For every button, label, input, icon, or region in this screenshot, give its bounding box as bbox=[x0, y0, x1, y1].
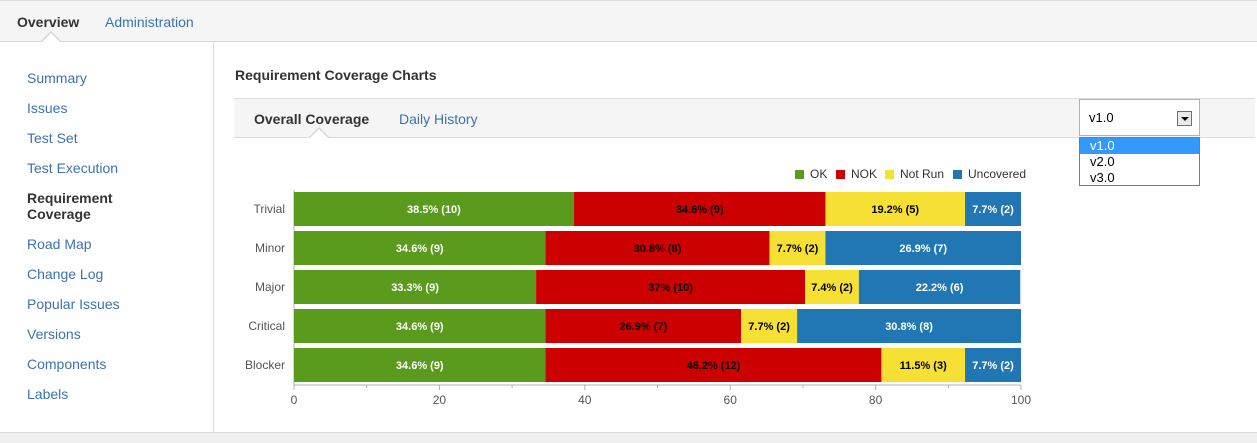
tab-overall-coverage[interactable]: Overall Coverage bbox=[254, 111, 370, 127]
x-tick-label: 100 bbox=[1011, 393, 1031, 407]
sidebar-item-popular-issues[interactable]: Popular Issues bbox=[27, 296, 120, 312]
x-tick-label: 0 bbox=[291, 393, 298, 407]
sidebar-item-labels[interactable]: Labels bbox=[27, 386, 69, 402]
bar-data-label: 34.6% (9) bbox=[396, 243, 444, 255]
sidebar-item-issues[interactable]: Issues bbox=[27, 100, 68, 116]
bar-data-label: 26.9% (7) bbox=[619, 321, 667, 333]
active-tab-notch bbox=[42, 33, 60, 42]
legend-swatch-uncovered bbox=[953, 170, 962, 179]
sidebar-item-requirement-coverage[interactable]: Requirement Coverage bbox=[27, 190, 113, 222]
tab-administration[interactable]: Administration bbox=[105, 14, 194, 30]
sidebar-item-summary[interactable]: Summary bbox=[27, 70, 87, 86]
bar-data-label: 38.5% (10) bbox=[407, 204, 461, 216]
bar-segment bbox=[294, 309, 546, 343]
category-label: Minor bbox=[255, 241, 285, 255]
bar-data-label: 11.5% (3) bbox=[900, 360, 947, 372]
bar-data-label: 34.6% (9) bbox=[396, 360, 444, 372]
bar-segment bbox=[965, 192, 1021, 226]
bar-segment bbox=[741, 309, 798, 343]
x-tick-label: 80 bbox=[869, 393, 883, 407]
bar-data-label: 34.6% (9) bbox=[676, 204, 724, 216]
bar-data-label: 46.2% (12) bbox=[687, 360, 741, 372]
bar-segment bbox=[797, 309, 1021, 343]
x-tick-label: 60 bbox=[724, 393, 738, 407]
sidebar-item-test-set[interactable]: Test Set bbox=[27, 130, 78, 146]
bar-data-label: 30.8% (8) bbox=[634, 243, 682, 255]
bar-data-label: 19.2% (5) bbox=[871, 204, 919, 216]
bar-segment bbox=[825, 231, 1021, 265]
legend-swatch-nok bbox=[836, 170, 845, 179]
category-label: Critical bbox=[248, 319, 285, 333]
x-tick-label: 40 bbox=[578, 393, 592, 407]
bar-segment bbox=[545, 348, 882, 382]
chevron-down-icon[interactable] bbox=[1177, 111, 1192, 126]
top-nav: Overview Administration bbox=[0, 0, 1257, 42]
bar-data-label: 7.7% (2) bbox=[972, 360, 1014, 372]
sidebar-item-test-execution[interactable]: Test Execution bbox=[27, 160, 119, 176]
bar-data-label: 37% (10) bbox=[648, 282, 693, 294]
bar-segment bbox=[294, 270, 537, 304]
legend-label-ok: OK bbox=[810, 167, 828, 181]
bar-data-label: 7.7% (2) bbox=[777, 243, 819, 255]
bar-data-label: 26.9% (7) bbox=[899, 243, 947, 255]
bar-segment bbox=[965, 348, 1021, 382]
bar-data-label: 7.4% (2) bbox=[811, 282, 853, 294]
version-option[interactable]: v1.0 bbox=[1080, 138, 1199, 154]
bar-segment bbox=[294, 348, 546, 382]
bar-segment bbox=[805, 270, 859, 304]
bar-segment bbox=[573, 192, 826, 226]
active-subtab-notch bbox=[310, 129, 328, 138]
bar-segment bbox=[545, 231, 770, 265]
legend-label-nok: NOK bbox=[851, 167, 878, 181]
page-title: Requirement Coverage Charts bbox=[235, 67, 437, 83]
bar-segment bbox=[825, 192, 966, 226]
bar-data-label: 33.3% (9) bbox=[391, 282, 439, 294]
version-dropdown-list: v1.0 v2.0 v3.0 bbox=[1079, 137, 1200, 186]
bar-data-label: 7.7% (2) bbox=[748, 321, 790, 333]
category-label: Blocker bbox=[245, 358, 285, 372]
version-select[interactable]: v1.0 bbox=[1079, 99, 1200, 136]
tab-daily-history[interactable]: Daily History bbox=[399, 111, 478, 127]
bar-segment bbox=[858, 270, 1021, 304]
legend-swatch-ok bbox=[795, 170, 804, 179]
bar-segment bbox=[294, 231, 546, 265]
version-option[interactable]: v2.0 bbox=[1090, 154, 1115, 169]
sidebar: Summary Issues Test Set Test Execution R… bbox=[0, 42, 214, 432]
legend-label-uncovered: Uncovered bbox=[968, 167, 1027, 181]
bar-data-label: 7.7% (2) bbox=[972, 204, 1014, 216]
sidebar-item-versions[interactable]: Versions bbox=[27, 326, 81, 342]
bar-segment bbox=[881, 348, 966, 382]
bar-data-label: 22.2% (6) bbox=[916, 282, 964, 294]
tab-overview[interactable]: Overview bbox=[17, 14, 80, 30]
x-tick-label: 20 bbox=[433, 393, 447, 407]
category-label: Major bbox=[255, 280, 285, 294]
bar-segment bbox=[294, 192, 574, 226]
bar-segment bbox=[536, 270, 806, 304]
sidebar-item-components[interactable]: Components bbox=[27, 356, 107, 372]
version-select-value: v1.0 bbox=[1089, 110, 1114, 125]
category-label: Trivial bbox=[253, 202, 285, 216]
footer-bar bbox=[0, 432, 1257, 443]
version-option[interactable]: v3.0 bbox=[1090, 170, 1115, 185]
bar-data-label: 34.6% (9) bbox=[396, 321, 444, 333]
bar-data-label: 30.8% (8) bbox=[885, 321, 933, 333]
sidebar-item-road-map[interactable]: Road Map bbox=[27, 236, 92, 252]
legend-swatch-not-run bbox=[885, 170, 894, 179]
bar-segment bbox=[769, 231, 826, 265]
legend-label-not-run: Not Run bbox=[900, 167, 945, 181]
sidebar-item-change-log[interactable]: Change Log bbox=[27, 266, 104, 282]
bar-segment bbox=[545, 309, 742, 343]
